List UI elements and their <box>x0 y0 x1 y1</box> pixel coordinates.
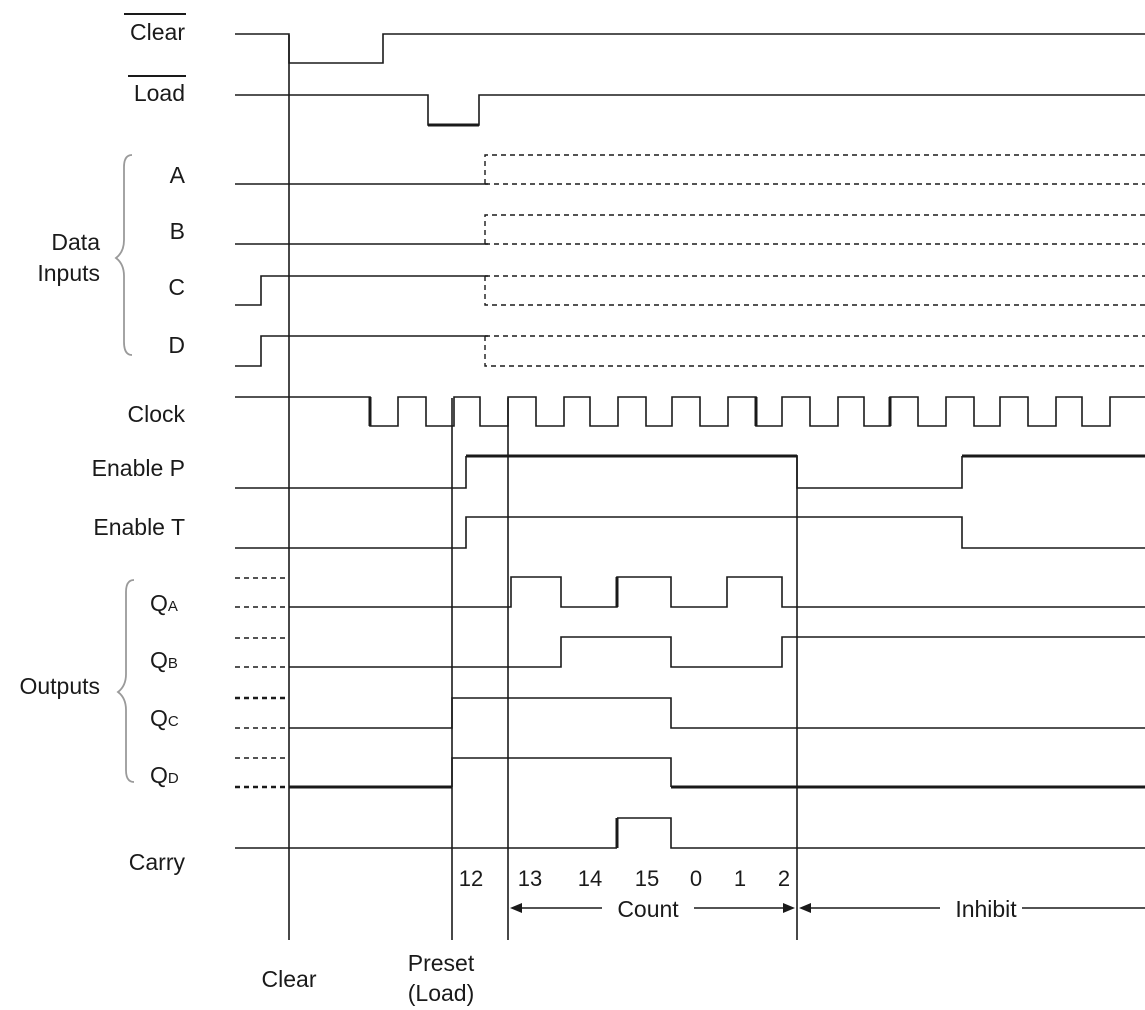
carry-label: Carry <box>129 849 186 875</box>
clock-waveform <box>235 396 1145 427</box>
qa-waveform <box>289 576 1145 608</box>
qc-waveform <box>289 697 1145 729</box>
data-d-dont-care <box>484 335 1145 367</box>
qd-waveform-high <box>451 757 672 787</box>
enable-p-label: Enable P <box>92 455 185 481</box>
enable-p-waveform-inhibit <box>796 456 963 489</box>
count-number-0: 0 <box>690 866 702 891</box>
data-d-label: D <box>168 332 185 358</box>
data-c-dont-care <box>484 275 1145 306</box>
load-n-label: Load <box>134 80 185 106</box>
data-c-waveform <box>235 275 488 306</box>
load-n-waveform <box>235 94 1145 126</box>
carry-waveform <box>617 817 1145 849</box>
data-inputs-brace <box>114 154 133 356</box>
clock-label: Clock <box>127 401 185 427</box>
clock-edge-emphasis <box>368 397 892 426</box>
enable-t-label: Enable T <box>93 514 185 540</box>
qc-label: QC <box>150 705 179 731</box>
qa-unknown <box>235 577 289 608</box>
data-inputs-label-line2: Inputs <box>37 260 100 286</box>
count-number-14: 14 <box>578 866 602 891</box>
clear-n-waveform <box>235 33 1145 64</box>
data-c-label: C <box>168 274 185 300</box>
count-number-1: 1 <box>734 866 746 891</box>
data-b-label: B <box>170 218 185 244</box>
preset-event-label-line1: Preset <box>408 950 475 976</box>
count-number-15: 15 <box>635 866 659 891</box>
qb-waveform <box>289 636 1145 668</box>
preset-event-label-line2: (Load) <box>408 980 474 1006</box>
count-number-12: 12 <box>459 866 483 891</box>
qd-label: QD <box>150 762 179 788</box>
data-a-label: A <box>170 162 186 188</box>
count-number-2: 2 <box>778 866 790 891</box>
inhibit-label: Inhibit <box>955 896 1017 922</box>
inhibit-arrow-head <box>799 903 811 913</box>
clear-event-label: Clear <box>262 966 317 992</box>
count-arrow-right-head <box>783 903 795 913</box>
qb-unknown <box>235 637 289 668</box>
qa-label: QA <box>150 590 178 616</box>
enable-p-waveform-low <box>235 456 467 489</box>
count-arrow-left-head <box>510 903 522 913</box>
data-d-waveform <box>235 335 488 367</box>
enable-t-waveform <box>235 516 1145 549</box>
data-inputs-label-line1: Data <box>51 229 100 255</box>
outputs-brace <box>116 579 135 783</box>
outputs-label: Outputs <box>19 673 100 699</box>
count-label: Count <box>617 896 679 922</box>
qb-label: QB <box>150 647 178 673</box>
data-a-dont-care <box>484 154 1145 185</box>
clear-n-label: Clear <box>130 19 185 45</box>
count-number-13: 13 <box>518 866 542 891</box>
data-b-dont-care <box>484 214 1145 245</box>
